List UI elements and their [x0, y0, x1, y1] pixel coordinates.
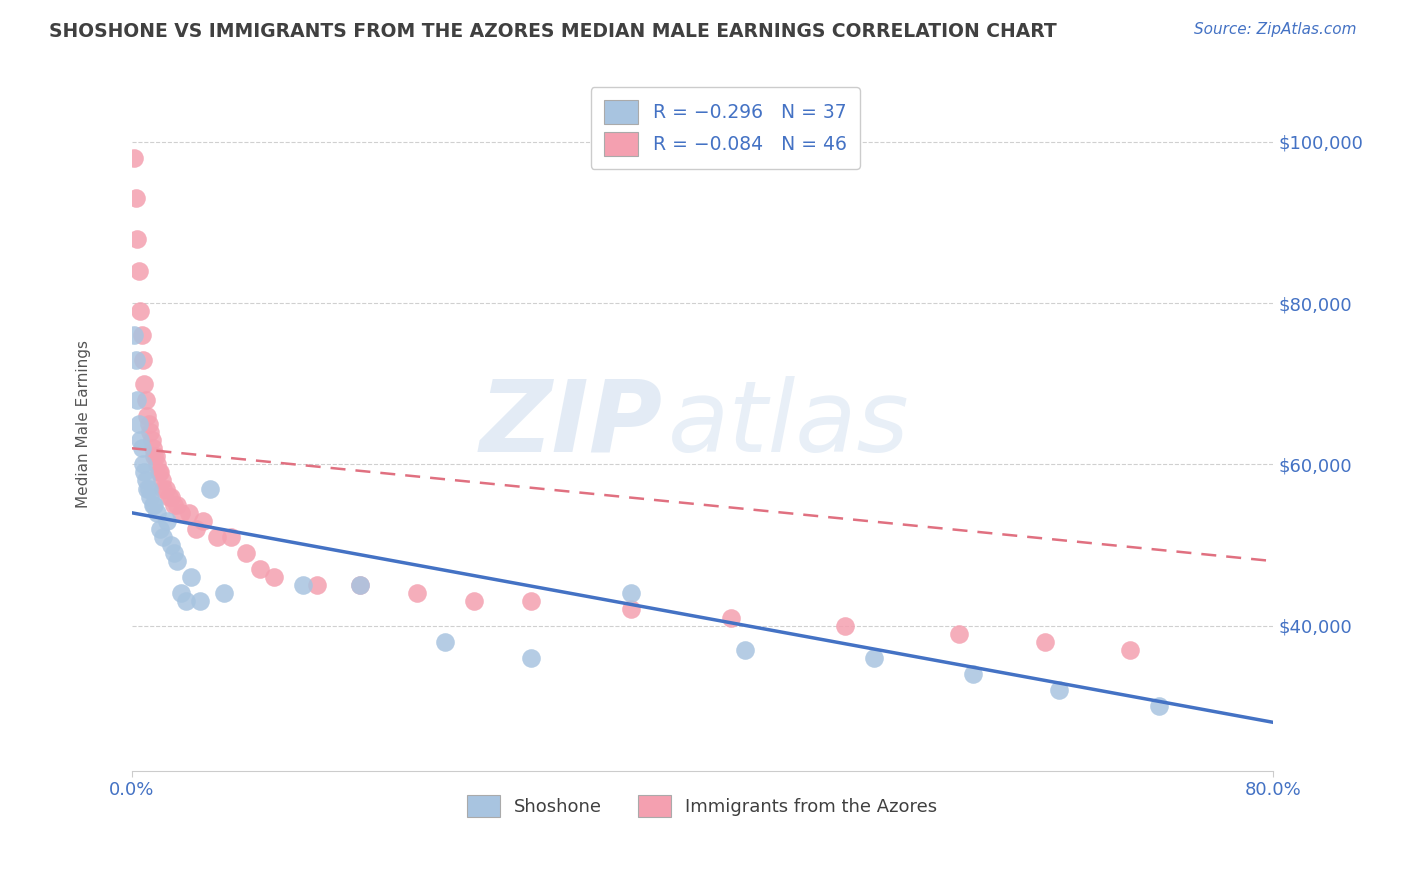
Point — [163, 546, 186, 560]
Point — [205, 530, 228, 544]
Point — [160, 538, 183, 552]
Point — [180, 570, 202, 584]
Point — [145, 450, 167, 464]
Point — [198, 482, 221, 496]
Point — [406, 586, 429, 600]
Point — [152, 482, 174, 496]
Point — [143, 450, 166, 464]
Point — [136, 482, 159, 496]
Point — [962, 667, 984, 681]
Point — [434, 634, 457, 648]
Point — [463, 594, 485, 608]
Text: ZIP: ZIP — [479, 376, 662, 473]
Point — [349, 578, 371, 592]
Point — [132, 352, 155, 367]
Legend: Shoshone, Immigrants from the Azores: Shoshone, Immigrants from the Azores — [460, 788, 945, 824]
Point — [127, 392, 149, 407]
Text: Median Male Earnings: Median Male Earnings — [76, 340, 91, 508]
Point — [136, 409, 159, 423]
Point — [620, 586, 643, 600]
Point — [129, 433, 152, 447]
Point — [862, 650, 884, 665]
Point — [235, 546, 257, 560]
Point — [127, 232, 149, 246]
Point — [1047, 683, 1070, 698]
Point — [1147, 699, 1170, 714]
Point — [177, 506, 200, 520]
Point — [620, 602, 643, 616]
Point — [156, 514, 179, 528]
Point — [734, 642, 756, 657]
Point — [134, 466, 156, 480]
Point — [146, 458, 169, 472]
Point — [1033, 634, 1056, 648]
Point — [146, 506, 169, 520]
Point — [128, 264, 150, 278]
Point — [1119, 642, 1142, 657]
Point — [834, 618, 856, 632]
Point — [188, 594, 211, 608]
Point — [138, 482, 160, 496]
Point — [135, 474, 157, 488]
Point — [170, 586, 193, 600]
Point — [125, 352, 148, 367]
Point — [131, 328, 153, 343]
Point — [149, 466, 172, 480]
Point — [520, 650, 543, 665]
Point — [157, 490, 180, 504]
Point — [214, 586, 236, 600]
Point — [160, 490, 183, 504]
Point — [134, 376, 156, 391]
Point — [520, 594, 543, 608]
Point — [142, 498, 165, 512]
Point — [720, 610, 742, 624]
Point — [221, 530, 243, 544]
Point — [139, 490, 162, 504]
Point — [163, 498, 186, 512]
Point — [291, 578, 314, 592]
Point — [191, 514, 214, 528]
Point — [152, 530, 174, 544]
Point — [170, 506, 193, 520]
Point — [174, 594, 197, 608]
Point — [141, 433, 163, 447]
Point — [124, 151, 146, 165]
Text: atlas: atlas — [668, 376, 910, 473]
Point — [129, 304, 152, 318]
Point — [166, 498, 188, 512]
Point — [148, 466, 170, 480]
Point — [125, 191, 148, 205]
Point — [128, 417, 150, 431]
Point — [263, 570, 285, 584]
Point — [142, 442, 165, 456]
Point — [131, 442, 153, 456]
Point — [150, 474, 173, 488]
Point — [132, 458, 155, 472]
Point — [948, 626, 970, 640]
Point — [155, 482, 177, 496]
Point — [139, 425, 162, 439]
Point — [124, 328, 146, 343]
Point — [349, 578, 371, 592]
Point — [135, 392, 157, 407]
Point — [184, 522, 207, 536]
Point — [149, 522, 172, 536]
Text: Source: ZipAtlas.com: Source: ZipAtlas.com — [1194, 22, 1357, 37]
Point — [305, 578, 328, 592]
Point — [143, 498, 166, 512]
Point — [249, 562, 271, 576]
Point — [138, 417, 160, 431]
Text: SHOSHONE VS IMMIGRANTS FROM THE AZORES MEDIAN MALE EARNINGS CORRELATION CHART: SHOSHONE VS IMMIGRANTS FROM THE AZORES M… — [49, 22, 1057, 41]
Point — [166, 554, 188, 568]
